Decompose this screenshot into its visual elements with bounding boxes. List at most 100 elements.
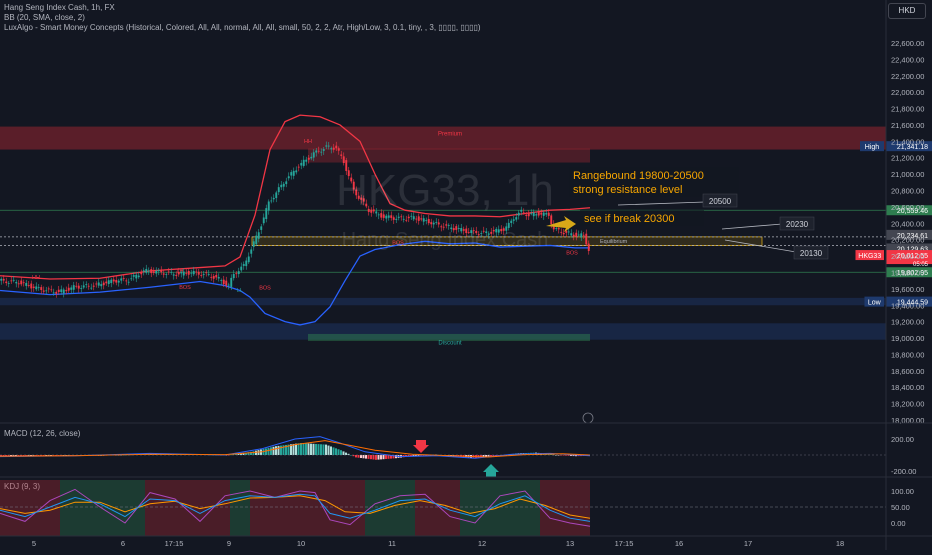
macd-bar — [390, 455, 392, 459]
candle-body — [257, 232, 260, 239]
candle-body — [392, 217, 395, 220]
candle-body — [412, 216, 415, 220]
currency-button[interactable]: HKD — [888, 3, 926, 19]
candle-body — [510, 220, 513, 224]
candle-body — [202, 274, 205, 275]
candle-body — [210, 276, 213, 278]
symbol-watermark: HKG33, 1h — [336, 166, 554, 215]
candle-body — [40, 287, 43, 291]
annotation-bg — [569, 167, 739, 197]
macd-bar — [242, 452, 245, 455]
macd-bar — [410, 455, 412, 457]
candle-body — [162, 273, 165, 275]
level-tag-20500: 20500 — [709, 197, 732, 206]
candle-body — [55, 291, 58, 294]
range-subtitle: strong resistance level — [573, 184, 682, 196]
time-tick-label: 17:15 — [615, 539, 634, 548]
candle-body — [227, 284, 230, 286]
macd-bar — [332, 447, 335, 455]
candle-body — [387, 215, 390, 218]
candle-body — [117, 280, 120, 283]
candle-body — [325, 145, 328, 147]
candle-body — [12, 279, 15, 281]
macd-bar — [485, 455, 487, 458]
macd-bar — [560, 455, 562, 456]
smc-label: LH — [176, 268, 183, 274]
macd-bar — [322, 444, 325, 455]
candle-body — [87, 285, 90, 287]
candle-body — [482, 230, 485, 232]
macd-bar — [337, 449, 340, 455]
candle-body — [60, 289, 63, 293]
time-tick-label: 18 — [836, 539, 844, 548]
macd-bar — [377, 455, 380, 460]
candle-body — [397, 216, 400, 218]
macd-bar — [282, 445, 285, 455]
smc-label: HH — [32, 275, 40, 281]
candle-body — [20, 280, 23, 285]
candle-body — [92, 285, 95, 287]
candle-body — [180, 271, 183, 274]
candle-body — [287, 176, 290, 179]
candle-body — [550, 215, 553, 225]
symbol-legend[interactable]: Hang Seng Index Cash, 1h, FX — [4, 3, 115, 12]
candle-body — [10, 280, 13, 282]
macd-bar — [415, 455, 417, 456]
candle-body — [177, 271, 180, 275]
kdj-band — [515, 480, 540, 536]
macd-bar — [307, 443, 310, 455]
candle-body — [32, 286, 35, 288]
zone-discount — [0, 323, 886, 340]
macd-bar — [387, 455, 390, 459]
price-tick-label: 21,600.00 — [891, 121, 924, 130]
candle-body — [460, 228, 463, 232]
pointer-line — [617, 201, 706, 206]
candle-body — [317, 150, 320, 152]
premium-label: Premium — [438, 132, 462, 138]
candle-body — [125, 280, 128, 282]
candle-body — [142, 270, 145, 272]
name-watermark: Hang Seng Index Cash — [342, 229, 549, 251]
candle-body — [367, 208, 370, 212]
price-tick-label: 20,400.00 — [891, 219, 924, 228]
price-label-bg — [886, 229, 932, 240]
candle-body — [382, 214, 385, 218]
candle-body — [435, 222, 438, 223]
bb-legend[interactable]: BB (20, SMA, close, 2) — [4, 13, 85, 22]
macd-bar — [355, 455, 357, 458]
candle-body — [335, 145, 338, 149]
candle-body — [535, 214, 538, 216]
macd-bar — [275, 446, 277, 455]
candle-body — [340, 154, 343, 156]
candle-body — [7, 282, 10, 284]
candle-body — [185, 272, 188, 274]
macd-bar — [392, 455, 395, 459]
price-label-value: 20,012.55 — [897, 253, 928, 260]
price-tick-label: 20,600.00 — [891, 203, 924, 212]
macd-tick: -200.00 — [891, 467, 916, 476]
price-tick-label: 20,200.00 — [891, 236, 924, 245]
annotation-bg — [580, 210, 704, 226]
candle-body — [107, 280, 110, 285]
price-tick-label: 19,000.00 — [891, 334, 924, 343]
price-label-tag: HKG33 — [858, 253, 881, 260]
smc-legend[interactable]: LuxAlgo - Smart Money Concepts (Historic… — [4, 23, 481, 32]
candle-body — [35, 286, 38, 290]
price-label-tag: High — [865, 144, 880, 151]
time-tick-label: 17:15 — [165, 539, 184, 548]
candle-body — [400, 216, 403, 218]
time-tick-label: 13 — [566, 539, 574, 548]
macd-bar — [247, 452, 250, 455]
candle-body — [17, 283, 20, 285]
price-label-value: 20,234.61 — [897, 233, 928, 240]
candle-body — [560, 231, 563, 233]
zone-low — [0, 297, 886, 306]
time-tick-label: 12 — [478, 539, 486, 548]
kdj-tick: 100.00 — [891, 487, 914, 496]
zone-equilibrium — [252, 236, 762, 246]
candle-body — [70, 287, 73, 290]
candle-body — [407, 216, 410, 219]
macd-bar — [300, 443, 302, 455]
